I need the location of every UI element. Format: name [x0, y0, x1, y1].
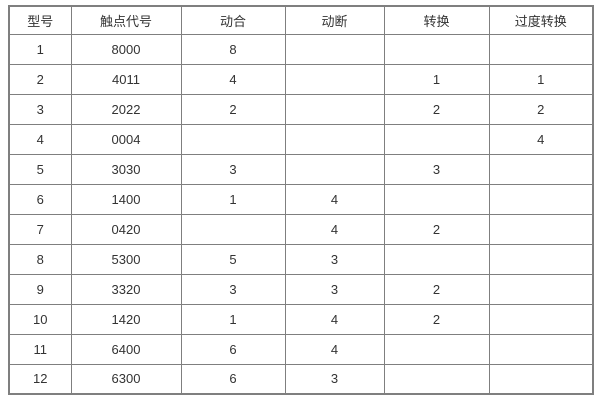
header-transition-changeover: 过度转换: [488, 5, 594, 35]
cell-model: 6: [8, 183, 72, 215]
cell-contact-code: 0420: [70, 213, 182, 245]
header-model: 型号: [8, 5, 72, 35]
cell-transition-changeover: 1: [488, 63, 594, 95]
cell-normally-open: 1: [180, 303, 286, 335]
header-contact-code: 触点代号: [70, 5, 182, 35]
cell-contact-code: 3320: [70, 273, 182, 305]
cell-transition-changeover: [488, 363, 594, 395]
table-row: 9 3320 3 3 2: [8, 273, 594, 305]
cell-normally-open: 2: [180, 93, 286, 125]
cell-normally-closed: 3: [284, 363, 385, 395]
cell-normally-closed: 3: [284, 243, 385, 275]
cell-transition-changeover: [488, 153, 594, 185]
cell-normally-open: 5: [180, 243, 286, 275]
contact-spec-table-container: 型号 触点代号 动合 动断 转换 过度转换 1 8000 8 2 4011 4 1 1 3 202…: [8, 5, 594, 395]
table-row: 5 3030 3 3: [8, 153, 594, 185]
cell-changeover: 2: [383, 273, 490, 305]
cell-contact-code: 0004: [70, 123, 182, 155]
cell-normally-open: [180, 123, 286, 155]
cell-normally-open: 6: [180, 363, 286, 395]
cell-normally-open: 3: [180, 273, 286, 305]
cell-contact-code: 8000: [70, 33, 182, 65]
table-row: 8 5300 5 3: [8, 243, 594, 275]
table-row: 12 6300 6 3: [8, 363, 594, 395]
cell-normally-closed: 3: [284, 273, 385, 305]
cell-normally-open: 3: [180, 153, 286, 185]
cell-model: 7: [8, 213, 72, 245]
cell-normally-closed: [284, 153, 385, 185]
cell-contact-code: 5300: [70, 243, 182, 275]
cell-changeover: [383, 33, 490, 65]
cell-transition-changeover: [488, 183, 594, 215]
cell-changeover: 2: [383, 213, 490, 245]
cell-normally-closed: [284, 63, 385, 95]
header-normally-open: 动合: [180, 5, 286, 35]
header-normally-closed: 动断: [284, 5, 385, 35]
cell-normally-closed: 4: [284, 183, 385, 215]
cell-model: 2: [8, 63, 72, 95]
cell-transition-changeover: [488, 33, 594, 65]
cell-normally-closed: 4: [284, 303, 385, 335]
table-row: 10 1420 1 4 2: [8, 303, 594, 335]
cell-model: 1: [8, 33, 72, 65]
cell-contact-code: 4011: [70, 63, 182, 95]
contact-spec-table: 型号 触点代号 动合 动断 转换 过度转换 1 8000 8 2 4011 4 1 1 3 202…: [8, 5, 594, 395]
cell-transition-changeover: [488, 273, 594, 305]
cell-contact-code: 1420: [70, 303, 182, 335]
cell-contact-code: 1400: [70, 183, 182, 215]
cell-model: 9: [8, 273, 72, 305]
cell-changeover: 2: [383, 93, 490, 125]
table-row: 2 4011 4 1 1: [8, 63, 594, 95]
cell-changeover: 2: [383, 303, 490, 335]
table-row: 6 1400 1 4: [8, 183, 594, 215]
cell-contact-code: 3030: [70, 153, 182, 185]
cell-normally-open: 1: [180, 183, 286, 215]
cell-transition-changeover: 2: [488, 93, 594, 125]
cell-normally-open: 4: [180, 63, 286, 95]
cell-normally-closed: [284, 33, 385, 65]
cell-changeover: [383, 243, 490, 275]
cell-normally-closed: 4: [284, 213, 385, 245]
cell-contact-code: 6400: [70, 333, 182, 365]
cell-model: 10: [8, 303, 72, 335]
header-row: 型号 触点代号 动合 动断 转换 过度转换: [8, 5, 594, 35]
cell-transition-changeover: 4: [488, 123, 594, 155]
cell-normally-closed: [284, 123, 385, 155]
cell-normally-open: 6: [180, 333, 286, 365]
table-body: 1 8000 8 2 4011 4 1 1 3 2022 2 2 2 4 0004 4 5 3030 3 3 6 1400…: [8, 33, 594, 395]
table-row: 7 0420 4 2: [8, 213, 594, 245]
table-row: 1 8000 8: [8, 33, 594, 65]
cell-transition-changeover: [488, 303, 594, 335]
cell-normally-closed: [284, 93, 385, 125]
cell-model: 12: [8, 363, 72, 395]
header-changeover: 转换: [383, 5, 490, 35]
table-row: 4 0004 4: [8, 123, 594, 155]
cell-model: 3: [8, 93, 72, 125]
cell-changeover: [383, 333, 490, 365]
cell-normally-open: [180, 213, 286, 245]
cell-changeover: [383, 183, 490, 215]
cell-transition-changeover: [488, 333, 594, 365]
table-row: 3 2022 2 2 2: [8, 93, 594, 125]
table-row: 11 6400 6 4: [8, 333, 594, 365]
cell-changeover: [383, 123, 490, 155]
cell-changeover: [383, 363, 490, 395]
cell-normally-closed: 4: [284, 333, 385, 365]
cell-changeover: 1: [383, 63, 490, 95]
cell-model: 8: [8, 243, 72, 275]
cell-model: 11: [8, 333, 72, 365]
cell-contact-code: 2022: [70, 93, 182, 125]
cell-model: 5: [8, 153, 72, 185]
cell-model: 4: [8, 123, 72, 155]
cell-transition-changeover: [488, 243, 594, 275]
cell-transition-changeover: [488, 213, 594, 245]
cell-contact-code: 6300: [70, 363, 182, 395]
cell-normally-open: 8: [180, 33, 286, 65]
cell-changeover: 3: [383, 153, 490, 185]
